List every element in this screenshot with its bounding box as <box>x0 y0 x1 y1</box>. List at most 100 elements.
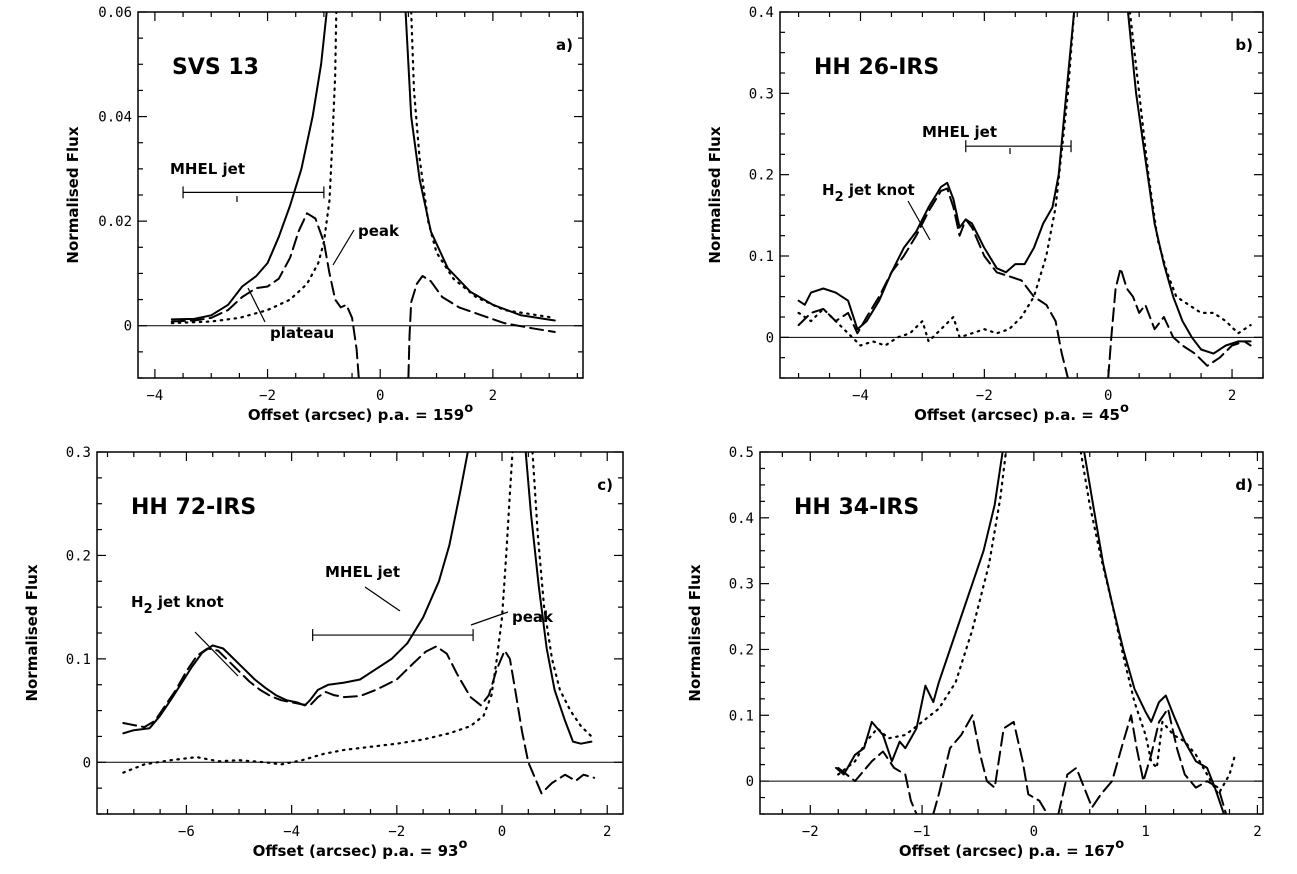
series-group <box>835 452 1237 814</box>
annotation-label: plateau <box>270 324 334 342</box>
series-dotted-line <box>531 452 593 738</box>
annotation-pointer <box>247 287 266 323</box>
annotation-text: MHEL jet <box>922 123 997 141</box>
x-axis-title-text: Offset (arcsec) p.a. = 159 <box>248 406 464 424</box>
x-tick-label: 2 <box>1253 824 1261 840</box>
x-tick-label: 2 <box>489 388 497 404</box>
series-solid-line <box>797 12 1076 331</box>
y-tick-label: 0.1 <box>749 249 774 265</box>
annotation-pointer <box>907 200 931 241</box>
series-dotted-line <box>837 452 1007 776</box>
series-solid-line <box>122 452 469 735</box>
panel-letter: c) <box>597 476 613 494</box>
annotation-text: H <box>822 181 835 199</box>
x-tick-label: −4 <box>283 824 300 840</box>
series-dashed-line <box>1057 707 1228 814</box>
series-dashed-line <box>1107 267 1252 378</box>
panel-a: −4 −2 0 2 0 0.02 0.04 0.06 Offset (arcsec) p.a. … <box>64 5 584 424</box>
series-dotted-line <box>170 12 338 325</box>
x-tick-label: 2 <box>603 824 611 840</box>
y-axis-title: Normalised Flux <box>64 126 82 263</box>
series-group <box>797 12 1252 378</box>
x-axis-title-text: Offset (arcsec) p.a. = 93 <box>253 842 459 860</box>
y-tick-label: 0.02 <box>98 214 132 230</box>
panel-letter: b) <box>1235 36 1253 54</box>
annotation-pointer <box>194 631 239 677</box>
y-tick-label: 0.1 <box>66 652 91 668</box>
annotation-text: peak <box>512 608 554 626</box>
series-solid-line <box>1083 452 1225 814</box>
series-dashed-line <box>407 275 556 378</box>
x-tick-label: −2 <box>976 388 993 404</box>
series-dotted-line <box>1079 452 1237 796</box>
series-solid-line <box>1127 12 1252 355</box>
y-axis-title: Normalised Flux <box>686 564 704 701</box>
y-tick-label: 0.2 <box>729 642 754 658</box>
object-label: HH 34-IRS <box>794 495 919 520</box>
x-axis-title-superscript: o <box>458 837 467 852</box>
annotation-label: peak <box>358 222 400 240</box>
panel-b: −4 −2 0 2 0 0.1 0.2 0.3 0.4 Offset (arcsec) p.a. … <box>706 5 1264 424</box>
annotation-text: peak <box>358 222 400 240</box>
x-tick-label: 2 <box>1228 388 1236 404</box>
series-solid-line <box>170 12 328 321</box>
annotation-pointer <box>364 586 401 612</box>
x-axis-title-superscript: o <box>1115 837 1124 852</box>
annotation-pointer <box>470 611 509 626</box>
y-tick-label: 0.3 <box>749 86 774 102</box>
series-group <box>122 452 596 795</box>
x-tick-label: −2 <box>259 388 276 404</box>
y-tick-label: 0 <box>124 319 132 335</box>
x-tick-label: −2 <box>802 824 819 840</box>
series-solid-line <box>404 12 556 322</box>
x-axis-title-text: Offset (arcsec) p.a. = 167 <box>899 842 1115 860</box>
panel-letter: a) <box>556 36 573 54</box>
x-axis-title: Offset (arcsec) p.a. = 159o <box>248 401 473 424</box>
series-dotted-line <box>122 452 514 774</box>
series-dotted-line <box>410 12 556 319</box>
x-axis-title-text: Offset (arcsec) p.a. = 45 <box>914 406 1120 424</box>
series-dashed-line <box>932 714 1049 814</box>
annotation-text: MHEL jet <box>325 563 400 581</box>
y-tick-label: 0.3 <box>729 577 754 593</box>
annotation-pointer <box>332 229 355 266</box>
panel-c: −6 −4 −2 0 2 0 0.1 0.2 0.3 Offset (arcsec) p.a. =… <box>23 445 624 860</box>
panel-letter: d) <box>1235 476 1253 494</box>
annotation-text-after: jet knot <box>844 181 915 199</box>
object-label: SVS 13 <box>172 55 259 80</box>
x-axis-title-superscript: o <box>1120 401 1129 416</box>
y-tick-label: 0.3 <box>66 445 91 461</box>
x-tick-label: 0 <box>1030 824 1038 840</box>
annotation-text-after: jet knot <box>153 593 224 611</box>
y-tick-label: 0.2 <box>749 168 774 184</box>
y-tick-label: 0.5 <box>729 445 754 461</box>
object-label: HH 26-IRS <box>814 55 939 80</box>
y-tick-label: 0.04 <box>98 110 132 126</box>
x-tick-label: −2 <box>388 824 405 840</box>
series-solid-line <box>524 452 593 745</box>
annotation-subscript: 2 <box>835 190 844 205</box>
annotation-label: MHEL jet <box>325 563 400 581</box>
series-dashed-line <box>797 187 1069 378</box>
annotation-label: peak <box>512 608 554 626</box>
x-axis-title: Offset (arcsec) p.a. = 93o <box>253 837 468 860</box>
annotation-text: MHEL jet <box>170 160 245 178</box>
annotation-text: H <box>131 593 144 611</box>
y-tick-label: 0.1 <box>729 708 754 724</box>
x-tick-label: −4 <box>852 388 869 404</box>
series-group <box>170 12 556 378</box>
x-tick-label: 0 <box>1104 388 1112 404</box>
series-solid-line <box>835 452 1004 776</box>
y-tick-label: 0.4 <box>729 511 754 527</box>
y-tick-label: 0 <box>766 330 774 346</box>
annotation-text: plateau <box>270 324 334 342</box>
annotation-label: MHEL jet <box>170 160 245 178</box>
series-dotted-line <box>797 12 1076 347</box>
series-dotted-line <box>1128 12 1252 335</box>
annotation-label: H2 jet knot <box>131 593 224 617</box>
x-tick-label: 0 <box>376 388 384 404</box>
annotation-label: H2 jet knot <box>822 181 915 205</box>
y-tick-label: 0.06 <box>98 5 132 21</box>
object-label: HH 72-IRS <box>131 495 256 520</box>
